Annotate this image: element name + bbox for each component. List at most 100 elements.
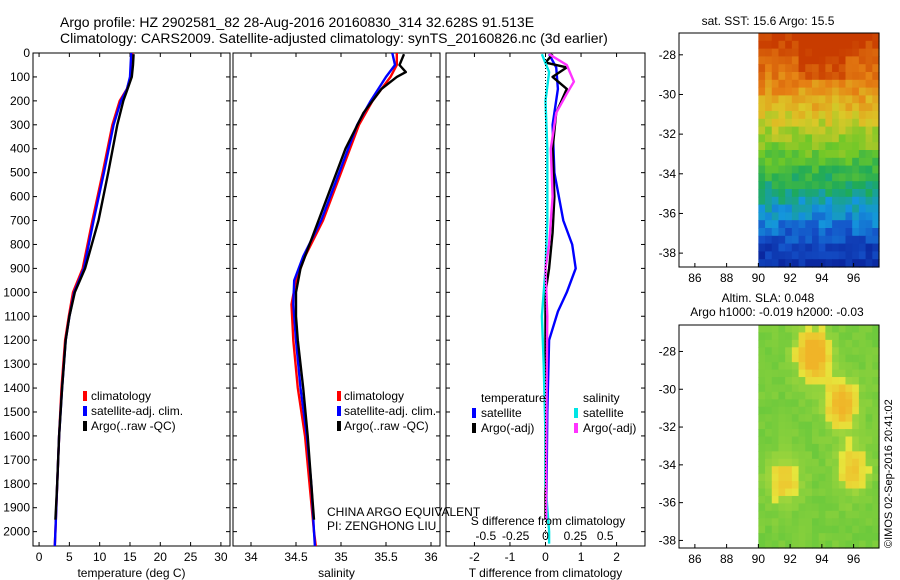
heatmap-cell: [838, 436, 847, 445]
heatmap-cell: [778, 473, 786, 482]
heatmap-cell: [758, 204, 766, 213]
heatmap-cell: [771, 347, 780, 356]
heatmap-cell: [852, 466, 860, 475]
heatmap-cell: [765, 436, 773, 445]
heatmap-cell: [778, 451, 786, 460]
heatmap-cell: [758, 150, 766, 159]
heatmap-cell: [852, 79, 860, 89]
heatmap-cell: [872, 510, 880, 519]
heatmap-cell: [832, 421, 840, 430]
heatmap-cell: [832, 40, 840, 50]
heatmap-cell: [825, 540, 833, 549]
heatmap-cell: [798, 95, 806, 104]
heatmap-cell: [818, 220, 826, 229]
heatmap-cell: [872, 134, 880, 143]
heatmap-cell: [832, 157, 840, 167]
heatmap-cell: [805, 196, 813, 206]
heatmap-cell: [758, 391, 766, 400]
heatmap-cell: [845, 332, 853, 341]
heatmap-cell: [771, 443, 780, 452]
heatmap-cell: [811, 518, 820, 527]
heatmap-cell: [852, 354, 860, 363]
heatmap-cell: [845, 429, 853, 438]
heatmap-cell: [865, 173, 873, 182]
heatmap-cell: [771, 157, 780, 167]
heatmap-cell: [765, 259, 773, 268]
heatmap-cell: [758, 196, 766, 206]
heatmap-cell: [872, 142, 880, 151]
map-subtitle: Argo h1000: -0.019 h2000: -0.03: [690, 305, 864, 319]
depth-tick-label: 700: [10, 214, 30, 228]
legend-label: satellite-adj. clim.: [91, 404, 183, 418]
heatmap-cell: [785, 173, 793, 182]
heatmap-cell: [765, 510, 773, 519]
heatmap-cell: [758, 414, 766, 423]
heatmap-cell: [791, 150, 800, 159]
heatmap-cell: [845, 458, 853, 467]
heatmap-cell: [865, 325, 873, 334]
heatmap-cell: [758, 347, 766, 356]
heatmap-cell: [858, 251, 867, 260]
heatmap-cell: [765, 251, 773, 260]
x-tick-label: 25: [184, 550, 198, 564]
heatmap-cell: [785, 503, 793, 512]
heatmap-cell: [778, 48, 786, 57]
heatmap-cell: [865, 235, 873, 245]
heatmap-cell: [811, 488, 820, 497]
heatmap-cell: [791, 251, 800, 260]
heatmap-cell: [771, 103, 780, 112]
heatmap-cell: [785, 64, 793, 73]
heatmap-cell: [785, 369, 793, 378]
heatmap-cell: [852, 436, 860, 445]
heatmap-cell: [872, 458, 880, 467]
heatmap-cell: [825, 259, 833, 268]
heatmap-cell: [825, 406, 833, 415]
x-tick-label: 30: [214, 550, 228, 564]
heatmap-cell: [858, 111, 867, 120]
heatmap-cell: [872, 259, 880, 268]
heatmap-cell: [825, 362, 833, 371]
heatmap-cell: [872, 377, 880, 386]
legend-label: Argo(..raw -QC): [91, 419, 176, 433]
heatmap-cell: [838, 384, 847, 393]
heatmap-cell: [798, 481, 806, 490]
heatmap-cell: [758, 48, 766, 57]
heatmap-cell: [872, 533, 880, 542]
heatmap-cell: [785, 421, 793, 430]
heatmap-cell: [858, 369, 867, 378]
heatmap-cell: [872, 72, 880, 81]
heatmap-cell: [765, 235, 773, 245]
heatmap-cell: [765, 103, 773, 112]
heatmap-cell: [758, 111, 766, 120]
heatmap-cell: [805, 126, 813, 135]
heatmap-cell: [865, 451, 873, 460]
heatmap-cell: [785, 251, 793, 260]
heatmap-cell: [872, 118, 880, 128]
sst-map-panel: sat. SST: 15.6 Argo: 15.5 86 88 90 92 94 96 -28…: [659, 14, 880, 285]
heatmap-cell: [778, 64, 786, 73]
heatmap-cell: [865, 377, 873, 386]
heatmap-cell: [798, 243, 806, 252]
heatmap-cell: [852, 510, 860, 519]
x-tick-label: 0: [36, 550, 43, 564]
heatmap-cell: [765, 189, 773, 198]
heatmap-cell: [811, 220, 820, 229]
heatmap-cell: [785, 533, 793, 542]
heatmap-cell: [858, 451, 867, 460]
heatmap-cell: [832, 540, 840, 549]
heatmap-cell: [852, 72, 860, 81]
heatmap-cell: [778, 40, 786, 50]
heatmap-cell: [778, 150, 786, 159]
heatmap-cell: [872, 429, 880, 438]
heatmap-cell: [865, 142, 873, 151]
heatmap-cell: [852, 103, 860, 112]
heatmap-cell: [778, 235, 786, 245]
heatmap-cell: [838, 251, 847, 260]
heatmap-cell: [765, 33, 773, 42]
heatmap-cell: [865, 118, 873, 128]
heatmap-cell: [765, 399, 773, 408]
heatmap-cell: [811, 40, 820, 50]
heatmap-cell: [858, 165, 867, 174]
heatmap-cell: [798, 451, 806, 460]
heatmap-cell: [765, 56, 773, 65]
